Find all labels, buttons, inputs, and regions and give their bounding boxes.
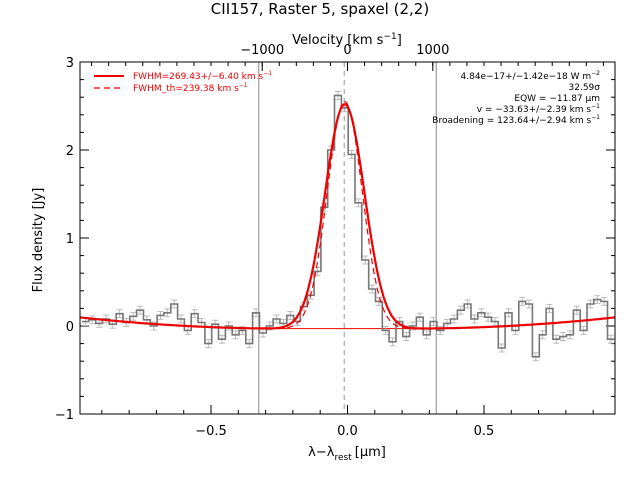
top-axis-label: Velocity [km s−1]	[292, 32, 402, 48]
x-axis-label: λ−λrest [μm]	[308, 445, 386, 463]
legend-label-fwhm: FWHM=269.43+/−6.40 km s−1	[133, 70, 272, 82]
spectrum-line	[82, 94, 615, 358]
x-tick-label-1: 0.0	[337, 424, 358, 439]
legend: FWHM=269.43+/−6.40 km s−1 FWHM_th=239.38…	[94, 70, 272, 94]
y-tick-label-4: 3	[66, 56, 74, 71]
x-tick-label-0: −0.5	[195, 424, 227, 439]
annotation-velocity: v = −33.63+/−2.39 km s−1	[477, 103, 600, 115]
fit-curve	[79, 103, 616, 330]
x-tick-label-2: 0.5	[474, 424, 495, 439]
plot-frame	[79, 61, 616, 415]
y-tick-label-1: 0	[66, 320, 74, 335]
top-tick-label-0: −1000	[240, 43, 284, 58]
y-tick-label-2: 1	[66, 232, 74, 247]
annotation-eqw: EQW = −11.87 μm	[514, 94, 600, 104]
top-tick-label-1: 0	[343, 43, 351, 58]
chart-title: CII157, Raster 5, spaxel (2,2)	[211, 0, 429, 18]
annotation-significance: 32.59σ	[569, 83, 601, 93]
y-tick-label-3: 2	[66, 144, 74, 159]
annotation-flux: 4.84e−17+/−1.42e−18 W m−2	[461, 70, 601, 82]
plot-area	[79, 62, 616, 414]
y-axis-label: Flux density [Jy]	[31, 188, 46, 293]
y-tick-label-0: −1	[55, 408, 74, 423]
top-tick-label-2: 1000	[416, 43, 449, 58]
legend-label-fwhm-th: FWHM_th=239.38 km s−1	[133, 82, 248, 94]
fit-annotations: 4.84e−17+/−1.42e−18 W m−2 32.59σ EQW = −…	[432, 70, 600, 126]
annotation-broadening: Broadening = 123.64+/−2.94 km s−1	[432, 114, 600, 126]
